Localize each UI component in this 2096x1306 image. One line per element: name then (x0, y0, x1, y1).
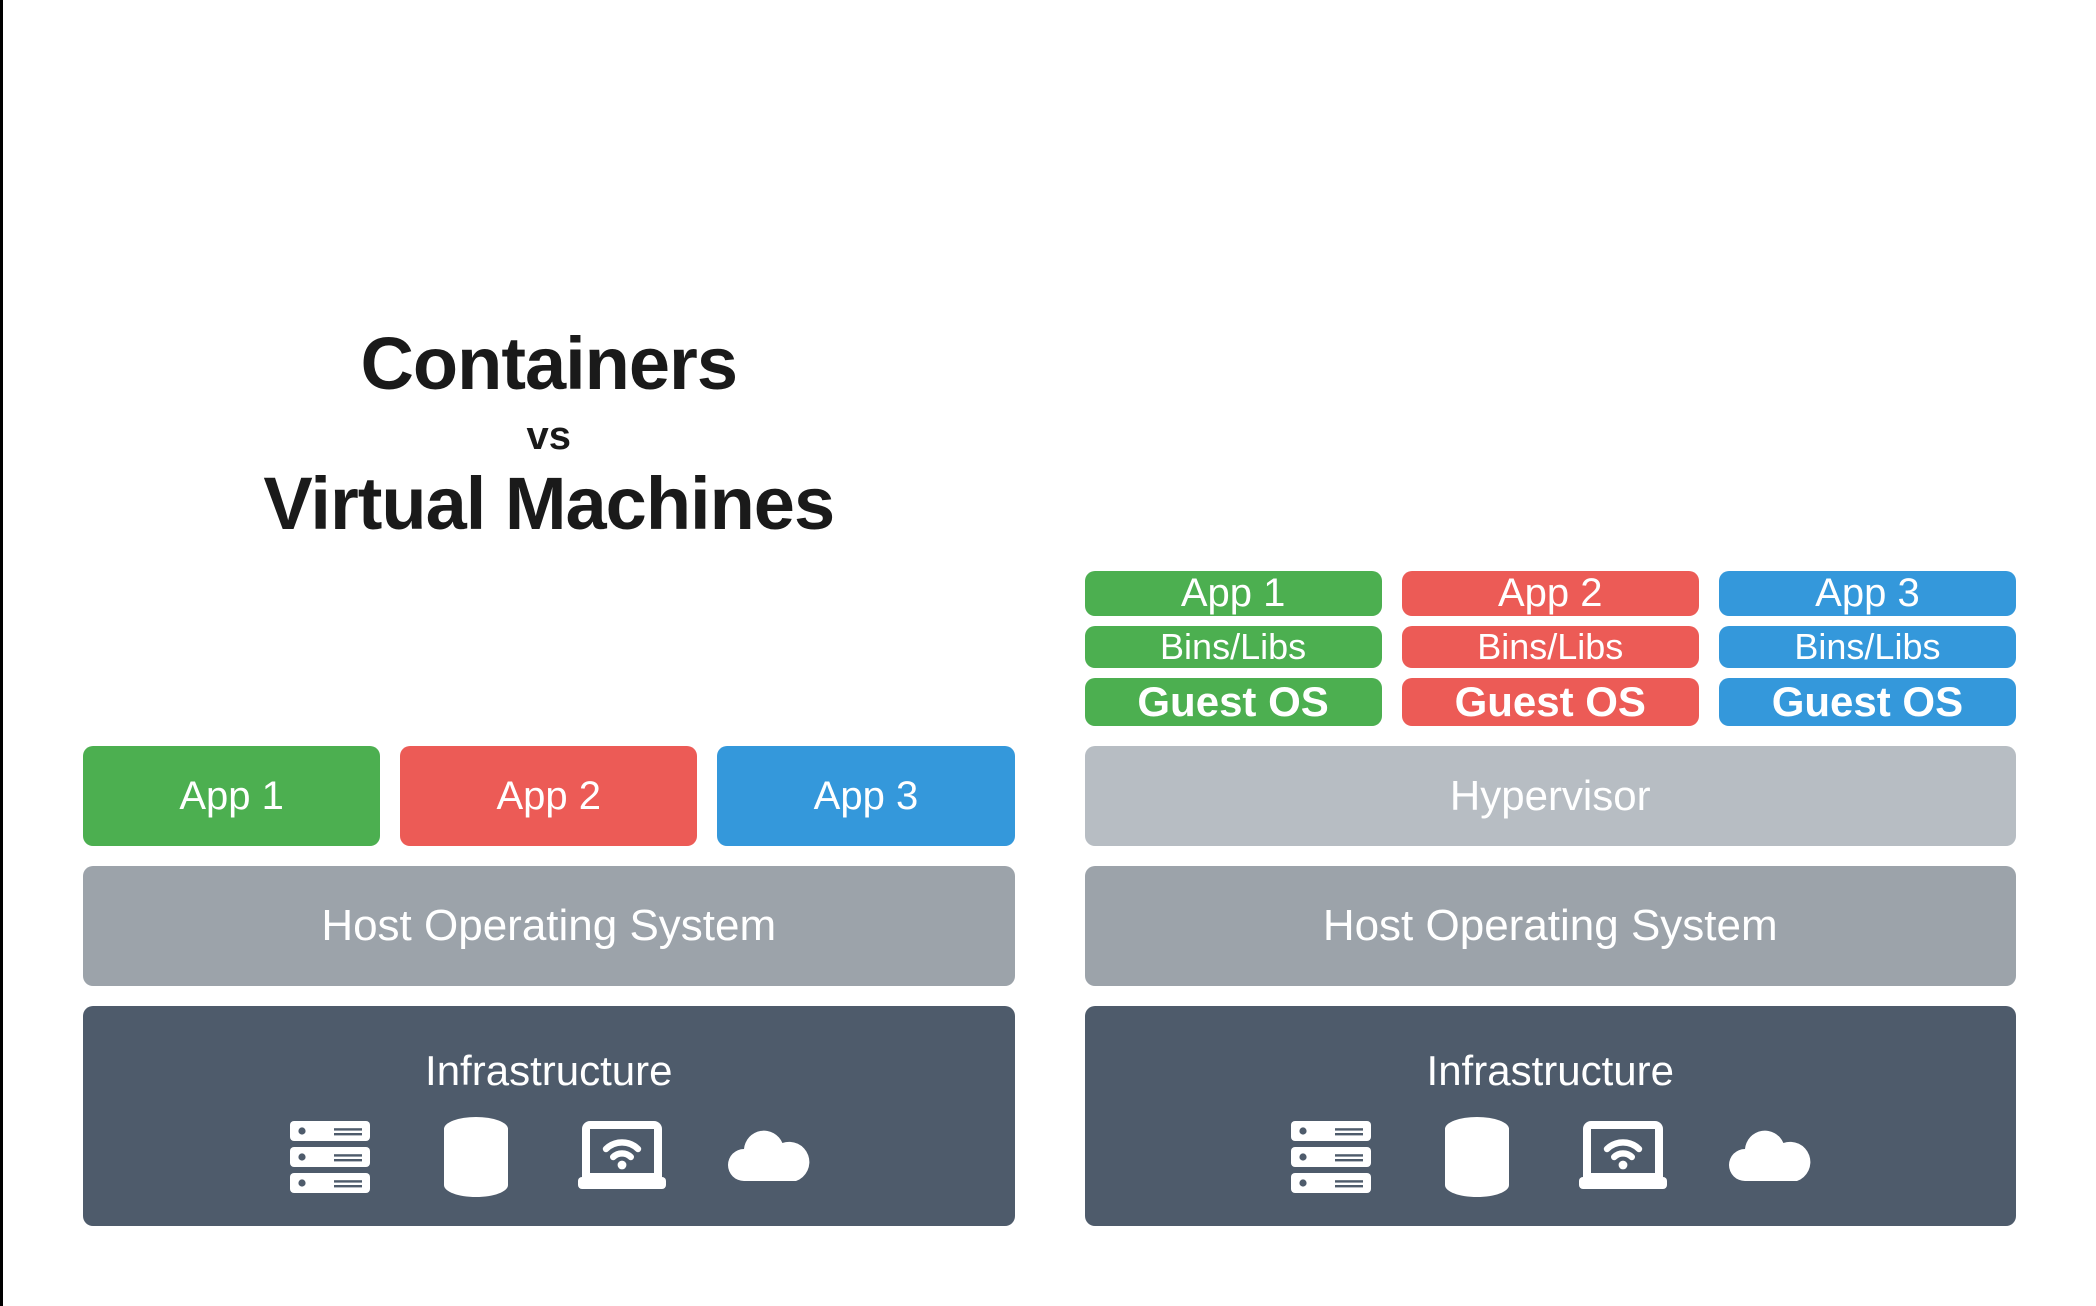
container-app-1: App 1 (83, 746, 380, 846)
server-icon (1283, 1109, 1379, 1205)
vm-guest-1: Guest OS (1085, 678, 1382, 726)
laptop-wifi-icon (574, 1109, 670, 1205)
container-app-3: App 3 (717, 746, 1014, 846)
containers-apps-row: App 1 App 2 App 3 (83, 746, 1015, 846)
vm-app-2: App 2 (1402, 571, 1699, 616)
database-icon (428, 1109, 524, 1205)
vm-host-os: Host Operating System (1085, 866, 2017, 986)
cloud-icon (1721, 1109, 1817, 1205)
infra-icons-row (282, 1109, 816, 1205)
infra-label: Infrastructure (425, 1047, 672, 1095)
vm-libs-1: Bins/Libs (1085, 626, 1382, 668)
database-icon (1429, 1109, 1525, 1205)
vms-column: App 1 Bins/Libs Guest OS App 2 Bins/Libs… (1085, 60, 2017, 1226)
vm-stack-3: App 3 Bins/Libs Guest OS (1719, 571, 2016, 726)
title-line2: Virtual Machines (83, 461, 1015, 546)
vm-stack-1: App 1 Bins/Libs Guest OS (1085, 571, 1382, 726)
vm-infrastructure: Infrastructure (1085, 1006, 2017, 1226)
vm-guest-3: Guest OS (1719, 678, 2016, 726)
title-line1: Containers (83, 321, 1015, 406)
vm-app-3: App 3 (1719, 571, 2016, 616)
containers-infrastructure: Infrastructure (83, 1006, 1015, 1226)
vm-hypervisor: Hypervisor (1085, 746, 2017, 846)
vm-libs-2: Bins/Libs (1402, 626, 1699, 668)
vm-guest-2: Guest OS (1402, 678, 1699, 726)
vm-stacks-row: App 1 Bins/Libs Guest OS App 2 Bins/Libs… (1085, 571, 2017, 726)
title-vs: vs (83, 414, 1015, 459)
vm-libs-3: Bins/Libs (1719, 626, 2016, 668)
infra-label: Infrastructure (1427, 1047, 1674, 1095)
server-icon (282, 1109, 378, 1205)
vm-stack-2: App 2 Bins/Libs Guest OS (1402, 571, 1699, 726)
title-block: Containers vs Virtual Machines (83, 321, 1015, 546)
containers-host-os: Host Operating System (83, 866, 1015, 986)
vm-app-1: App 1 (1085, 571, 1382, 616)
containers-column: Containers vs Virtual Machines App 1 App… (83, 60, 1015, 1226)
infra-icons-row (1283, 1109, 1817, 1205)
container-app-2: App 2 (400, 746, 697, 846)
diagram-canvas: Containers vs Virtual Machines App 1 App… (3, 0, 2096, 1306)
cloud-icon (720, 1109, 816, 1205)
laptop-wifi-icon (1575, 1109, 1671, 1205)
